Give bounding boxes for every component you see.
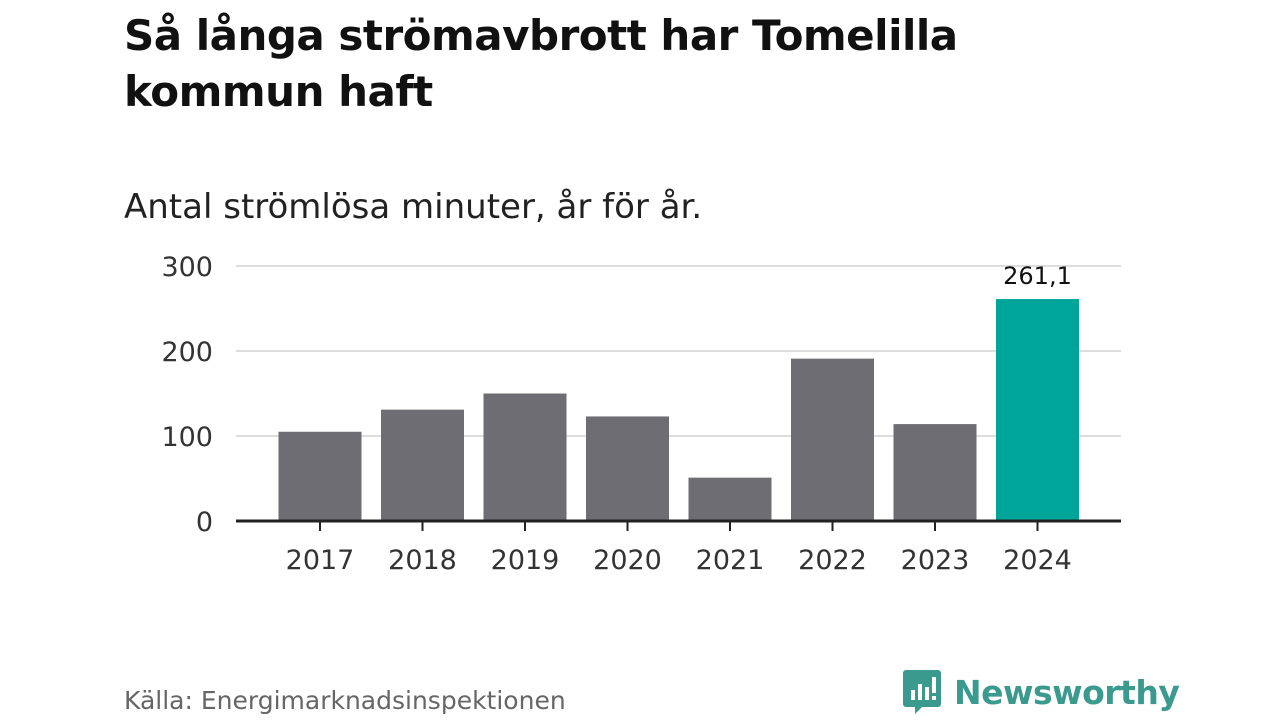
bar-2019 xyxy=(483,393,567,521)
y-tick-label-100: 100 xyxy=(161,422,213,453)
x-tick-label-2024: 2024 xyxy=(1003,545,1072,576)
bar-2018 xyxy=(381,409,464,521)
bar-2017 xyxy=(278,431,362,521)
y-tick-label-0: 0 xyxy=(196,507,213,538)
y-tick-label-300: 300 xyxy=(161,252,213,283)
chart-subtitle: Antal strömlösa minuter, år för år. xyxy=(124,187,703,227)
x-tick-label-2018: 2018 xyxy=(388,545,457,576)
brand-logo: Newsworthy xyxy=(902,668,1180,716)
x-tick-label-2023: 2023 xyxy=(901,545,970,576)
x-axis xyxy=(236,519,1121,531)
x-tick-label-2019: 2019 xyxy=(491,545,560,576)
gridlines xyxy=(236,265,1121,437)
chart-title: Så långa strömavbrott har Tomelilla komm… xyxy=(124,11,958,116)
bar-2022 xyxy=(791,358,874,521)
bars xyxy=(278,299,1079,521)
x-tick-label-2021: 2021 xyxy=(696,545,765,576)
bar-2021 xyxy=(688,477,772,521)
data-label-2024: 261,1 xyxy=(1003,262,1072,290)
x-tick-label-2020: 2020 xyxy=(593,545,662,576)
source-note: Källa: Energimarknadsinspektionen xyxy=(124,686,566,715)
x-tick-label-2022: 2022 xyxy=(798,545,867,576)
newsworthy-logo-icon xyxy=(903,670,941,714)
brand-name: Newsworthy xyxy=(954,672,1180,712)
bar-2020 xyxy=(586,416,669,521)
bar-2024 xyxy=(996,299,1079,521)
labels: 0 100 200 300 2017 2018 2019 2020 2021 2022 2023 20… xyxy=(161,252,1071,576)
x-tick-label-2017: 2017 xyxy=(286,545,355,576)
bar-2023 xyxy=(893,424,977,521)
y-tick-label-200: 200 xyxy=(161,337,213,368)
